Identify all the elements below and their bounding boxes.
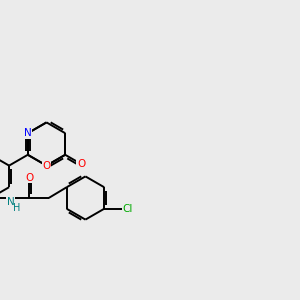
- Text: O: O: [42, 160, 51, 171]
- Text: H: H: [13, 202, 20, 213]
- Text: N: N: [24, 128, 32, 138]
- Text: Cl: Cl: [122, 204, 133, 214]
- Text: N: N: [7, 197, 14, 207]
- Text: O: O: [25, 173, 33, 183]
- Text: O: O: [77, 159, 85, 169]
